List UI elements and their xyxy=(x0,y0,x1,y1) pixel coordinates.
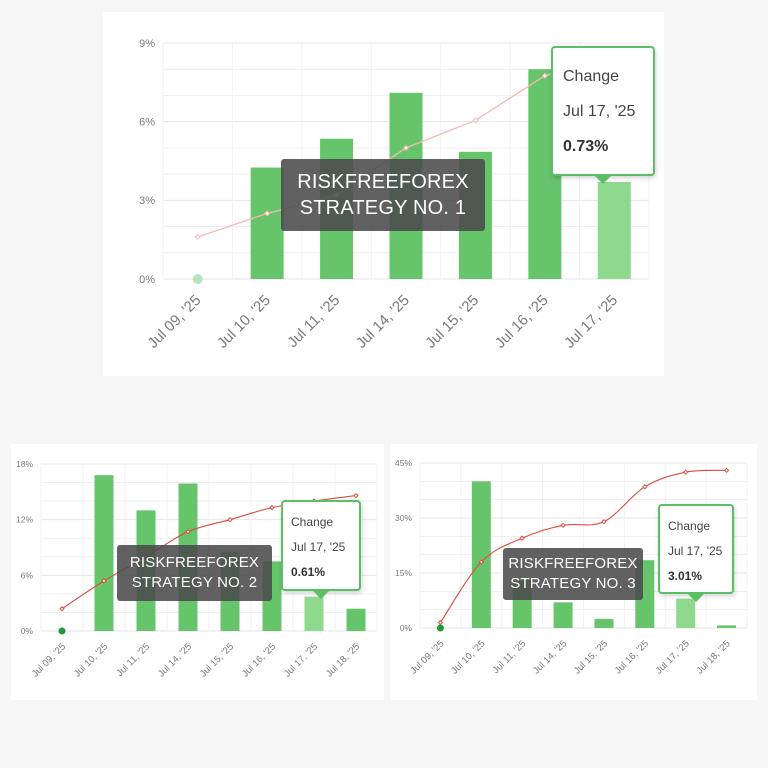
watermark-line-1: RISKFREEFOREX xyxy=(508,555,638,573)
tooltip-date: Jul 17, '25 xyxy=(563,103,636,120)
start-marker xyxy=(192,274,203,284)
tooltip-value: 3.01% xyxy=(668,569,703,583)
bar-1 xyxy=(250,167,284,279)
y-tick-label: 30% xyxy=(395,513,412,523)
y-tick-label: 6% xyxy=(21,570,34,580)
bar-1 xyxy=(471,481,491,628)
x-tick-label: Jul 16, '25 xyxy=(492,292,552,352)
y-tick-label: 9% xyxy=(139,38,155,50)
tooltip-date: Jul 17, '25 xyxy=(668,544,723,558)
bar-6 xyxy=(676,598,696,628)
line-point-7 xyxy=(353,492,359,499)
bar-7 xyxy=(717,625,737,628)
x-tick-label: Jul 16, '25 xyxy=(613,638,651,676)
start-marker xyxy=(436,624,444,632)
tooltip-date: Jul 17, '25 xyxy=(291,540,346,554)
line-point-4 xyxy=(472,117,479,124)
bar-1 xyxy=(94,475,114,631)
chart-2-svg: 0% 6% 12% 18% Jul 09, '25 Jul 10, '25 Jul 11, … xyxy=(16,459,378,680)
watermark-line-1: RISKFREEFOREX xyxy=(129,554,260,572)
strategy-2-watermark: RISKFREEFOREX STRATEGY NO. 2 xyxy=(117,545,272,601)
line-point-2 xyxy=(519,535,525,541)
line-point-4 xyxy=(227,516,233,523)
bar-4 xyxy=(594,618,614,628)
x-tick-label: Jul 17, '25 xyxy=(561,292,621,352)
x-tick-label: Jul 14, '25 xyxy=(156,641,194,679)
chart-panel-1: 0% 3% 6% 9% Jul 09, '25 Jul 10, '25 Jul 11, '2… xyxy=(103,12,664,376)
line-point-5 xyxy=(541,72,548,79)
bar-6 xyxy=(597,181,631,279)
x-tick-label: Jul 17, '25 xyxy=(654,638,692,676)
y-tick-label: 15% xyxy=(395,568,412,578)
chart-panel-2: 0% 6% 12% 18% Jul 09, '25 Jul 10, '25 Jul 11, … xyxy=(11,444,384,700)
start-marker xyxy=(58,627,66,635)
tooltip-value: 0.61% xyxy=(291,565,326,579)
x-tick-label: Jul 18, '25 xyxy=(324,641,362,679)
x-tick-label: Jul 14, '25 xyxy=(353,292,413,352)
line-point-4 xyxy=(601,518,607,525)
tooltip-label: Change xyxy=(668,519,711,533)
x-tick-label: Jul 15, '25 xyxy=(422,292,482,352)
watermark-line-2: STRATEGY NO. 2 xyxy=(131,574,258,591)
y-tick-label: 0% xyxy=(21,626,34,636)
x-tick-label: Jul 10, '25 xyxy=(449,638,487,676)
line-point-0 xyxy=(59,606,65,612)
line-point-3 xyxy=(560,522,566,529)
watermark-line-2: STRATEGY NO. 3 xyxy=(510,575,636,592)
y-tick-label: 45% xyxy=(395,458,412,468)
x-tick-label: Jul 17, '25 xyxy=(282,641,320,679)
y-tick-label: 3% xyxy=(139,195,155,207)
change-tooltip-3: Change Jul 17, '25 3.01% xyxy=(658,504,734,602)
x-tick-label: Jul 11, '25 xyxy=(284,292,343,351)
tooltip-label: Change xyxy=(291,515,334,529)
change-tooltip-1: Change Jul 17, '25 0.73% xyxy=(551,46,655,184)
bar-6 xyxy=(304,596,324,631)
y-tick-label: 0% xyxy=(400,623,413,633)
watermark-line-2: STRATEGY NO. 1 xyxy=(299,197,467,219)
x-tick-label: Jul 10, '25 xyxy=(214,292,274,352)
watermark-line-1: RISKFREEFOREX xyxy=(297,170,469,193)
line-point-1 xyxy=(101,578,107,584)
x-tick-label: Jul 09, '25 xyxy=(408,638,446,676)
x-tick-label: Jul 15, '25 xyxy=(572,638,610,676)
change-tooltip-2: Change Jul 17, '25 0.61% xyxy=(281,500,361,599)
x-tick-label: Jul 15, '25 xyxy=(198,641,236,679)
line-point-3 xyxy=(185,529,191,535)
line-point-5 xyxy=(642,484,648,490)
x-tick-label: Jul 09, '25 xyxy=(30,641,68,679)
x-tick-label: Jul 10, '25 xyxy=(72,641,110,679)
chart-3-svg: 0% 15% 30% 45% Jul 09, '25 Jul 10, '25 Jul 11,… xyxy=(395,458,748,677)
y-tick-label: 18% xyxy=(16,459,33,469)
line-point-6 xyxy=(682,469,689,475)
line-point-1 xyxy=(264,210,271,217)
bar-3 xyxy=(553,602,573,628)
x-tick-label: Jul 11, '25 xyxy=(491,638,529,676)
line-point-1 xyxy=(478,559,485,565)
line-point-5 xyxy=(269,504,275,511)
x-tick-label: Jul 11, '25 xyxy=(114,641,152,679)
bar-7 xyxy=(346,608,366,631)
tooltip-label: Change xyxy=(563,68,620,85)
strategy-3-watermark: RISKFREEFOREX STRATEGY NO. 3 xyxy=(503,548,643,600)
y-tick-label: 12% xyxy=(16,515,33,525)
x-tick-label: Jul 14, '25 xyxy=(531,638,569,676)
x-tick-label: Jul 18, '25 xyxy=(694,638,732,676)
y-tick-label: 6% xyxy=(139,117,155,129)
x-tick-label: Jul 09, '25 xyxy=(144,292,204,352)
line-point-0 xyxy=(194,234,201,241)
tooltip-value: 0.73% xyxy=(563,138,609,155)
y-tick-label: 0% xyxy=(139,274,155,286)
line-point-7 xyxy=(723,467,730,474)
chart-panel-3: 0% 15% 30% 45% Jul 09, '25 Jul 10, '25 Jul 11,… xyxy=(390,444,757,700)
strategy-1-watermark: RISKFREEFOREX STRATEGY NO. 1 xyxy=(281,159,485,231)
x-tick-label: Jul 16, '25 xyxy=(240,641,278,679)
line-point-3 xyxy=(402,144,410,151)
